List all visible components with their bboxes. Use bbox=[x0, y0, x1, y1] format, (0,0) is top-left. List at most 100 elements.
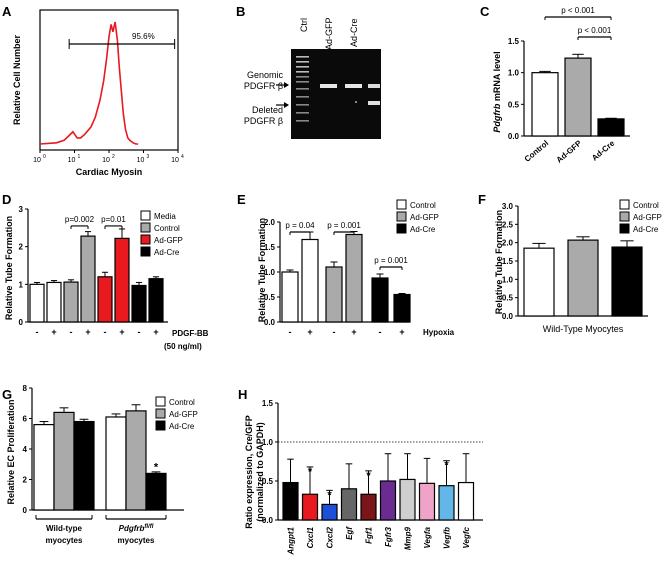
panel-h-y-tick-label: 0.0 bbox=[262, 516, 274, 525]
panel-d-bar bbox=[97, 276, 113, 323]
x-tick-label: 10 bbox=[171, 157, 179, 164]
gel-speck bbox=[355, 101, 357, 103]
panel-h-significance-star: * bbox=[327, 489, 332, 501]
panel-f-y-tick-label: 3.0 bbox=[502, 202, 514, 211]
panel-e-treatment-label: Hypoxia bbox=[423, 328, 455, 337]
panel-g-bar bbox=[125, 410, 147, 511]
panel-e-legend-item: Ad-GFP bbox=[410, 213, 439, 222]
panel-g-y-axis-title: Relative EC Proliferation bbox=[6, 399, 16, 504]
panel-h-significance-star: * bbox=[308, 466, 313, 478]
panel-d-y-tick-label: 2 bbox=[19, 243, 24, 252]
panel-f-y-tick-label: 0.5 bbox=[502, 294, 514, 303]
panel-g-legend-swatch bbox=[155, 396, 166, 407]
panel-e-treatment-sign: + bbox=[351, 327, 356, 337]
panel-e-y-tick-label: 0.0 bbox=[264, 318, 276, 327]
gel-image bbox=[291, 49, 381, 139]
panel-e-treatment-sign: + bbox=[307, 327, 312, 337]
panel-g-bar bbox=[33, 424, 55, 511]
panel-d-legend-item: Ad-GFP bbox=[154, 236, 183, 245]
panel-d-legend-swatch bbox=[140, 234, 151, 245]
panel-d-treatment-sign: - bbox=[138, 327, 141, 337]
panel-h-gene-label: Cxcl1 bbox=[306, 526, 315, 548]
lane-label-ad-gfp: Ad-GFP bbox=[324, 17, 334, 50]
panel-e-bar bbox=[393, 293, 411, 323]
panel-d-y-axis-title: Relative Tube Formation bbox=[4, 216, 14, 320]
panel-h-bar bbox=[321, 503, 338, 521]
panel-d-treatment-sign: - bbox=[104, 327, 107, 337]
panel-d-legend-item: Control bbox=[154, 224, 180, 233]
panel-e-y-tick-label: 0.5 bbox=[264, 293, 276, 302]
panel-e-treatment-sign: - bbox=[289, 327, 292, 337]
panel-f-bar bbox=[611, 246, 643, 317]
histogram-frame bbox=[39, 9, 179, 151]
ladder-band bbox=[296, 81, 309, 83]
panel-d-bar bbox=[148, 278, 164, 323]
panel-g-legend-swatch bbox=[155, 420, 166, 431]
x-tick-label: 10 bbox=[68, 157, 76, 164]
panel-h-gene-label: Cxcl2 bbox=[326, 526, 335, 548]
panel-d-bar bbox=[46, 281, 62, 323]
x-tick-exponent: 3 bbox=[147, 154, 150, 160]
panel-d-bar bbox=[80, 235, 96, 323]
gene-name: Pdgfrb bbox=[492, 103, 502, 132]
panel-d-treatment-sign: + bbox=[85, 327, 90, 337]
panel-d-legend-swatch bbox=[140, 222, 151, 233]
panel-e-bar bbox=[281, 271, 299, 323]
genomic-band bbox=[368, 84, 380, 88]
panel-h-gene-label: Fgf1 bbox=[365, 526, 374, 543]
panel-c-y-tick-label: 0.5 bbox=[508, 100, 520, 109]
panel-e-treatment-sign: - bbox=[379, 327, 382, 337]
panel-c-bar bbox=[597, 118, 625, 137]
ladder-band bbox=[296, 66, 309, 68]
panel-g-bar bbox=[53, 411, 75, 511]
allele-superscript: fl/fl bbox=[144, 524, 153, 530]
ladder-band bbox=[296, 56, 309, 58]
x-tick-exponent: 4 bbox=[181, 154, 184, 160]
gene-name: Pdgfrb bbox=[119, 524, 145, 533]
ladder-band bbox=[296, 96, 309, 98]
panel-d-bar bbox=[63, 281, 79, 323]
panel-f-legend-swatch bbox=[619, 199, 630, 210]
panel-h-bar bbox=[360, 493, 377, 521]
lane-label-ad-cre: Ad-Cre bbox=[349, 18, 359, 47]
deleted-band bbox=[368, 101, 380, 105]
panel-letter-B: B bbox=[236, 4, 245, 19]
panel-g-legend-swatch bbox=[155, 408, 166, 419]
panel-letter-D: D bbox=[2, 192, 11, 207]
panel-d-bar bbox=[29, 283, 45, 323]
ladder-band bbox=[296, 104, 309, 106]
panel-c-category: Control bbox=[523, 139, 551, 164]
panel-g-bar bbox=[105, 416, 127, 511]
panel-d-bar bbox=[114, 237, 130, 323]
panel-f-bar bbox=[523, 247, 555, 317]
panel-d-treatment-sign: - bbox=[70, 327, 73, 337]
panel-g-y-tick-label: 8 bbox=[23, 384, 28, 393]
panel-c-y-tick-label: 0.0 bbox=[508, 132, 520, 141]
panel-e-treatment-sign: - bbox=[333, 327, 336, 337]
panel-h-bar bbox=[438, 485, 455, 521]
panel-f-y-tick-label: 1.5 bbox=[502, 257, 514, 266]
panel-h-bar bbox=[282, 481, 299, 521]
panel-h-bar bbox=[340, 488, 358, 521]
panel-e-sig1-label: p = 0.04 bbox=[285, 221, 315, 230]
x-tick-exponent: 2 bbox=[112, 154, 115, 160]
panel-c-bar bbox=[564, 57, 592, 137]
panel-g-group-label: Pdgfrbfl/fl bbox=[119, 524, 154, 533]
panel-h-gene-label: Vegfb bbox=[443, 527, 452, 549]
panel-d-legend-swatch bbox=[140, 210, 151, 221]
lane-label-ctrl: Ctrl bbox=[299, 18, 309, 32]
panel-c-category: Ad-GFP bbox=[555, 138, 584, 164]
panel-d-sig2-label: p=0.01 bbox=[101, 215, 126, 224]
panel-d-treatment-sign: + bbox=[51, 327, 56, 337]
panel-g-group-label: myocytes bbox=[118, 536, 155, 545]
panel-h-bar bbox=[418, 482, 436, 521]
band-label-genomic: Genomic bbox=[247, 70, 284, 80]
panel-h-y-tick-label: 0.5 bbox=[262, 477, 274, 486]
panel-d-legend-swatch bbox=[140, 246, 151, 257]
panel-h-y-tick-label: 1.0 bbox=[262, 438, 274, 447]
panel-c-sig1-label: p < 0.001 bbox=[561, 6, 595, 15]
gate-percent: 95.6% bbox=[132, 32, 155, 41]
panel-f-legend-swatch bbox=[619, 223, 630, 234]
panel-h-bar bbox=[379, 480, 397, 521]
panel-f-y-tick-label: 2.0 bbox=[502, 239, 514, 248]
